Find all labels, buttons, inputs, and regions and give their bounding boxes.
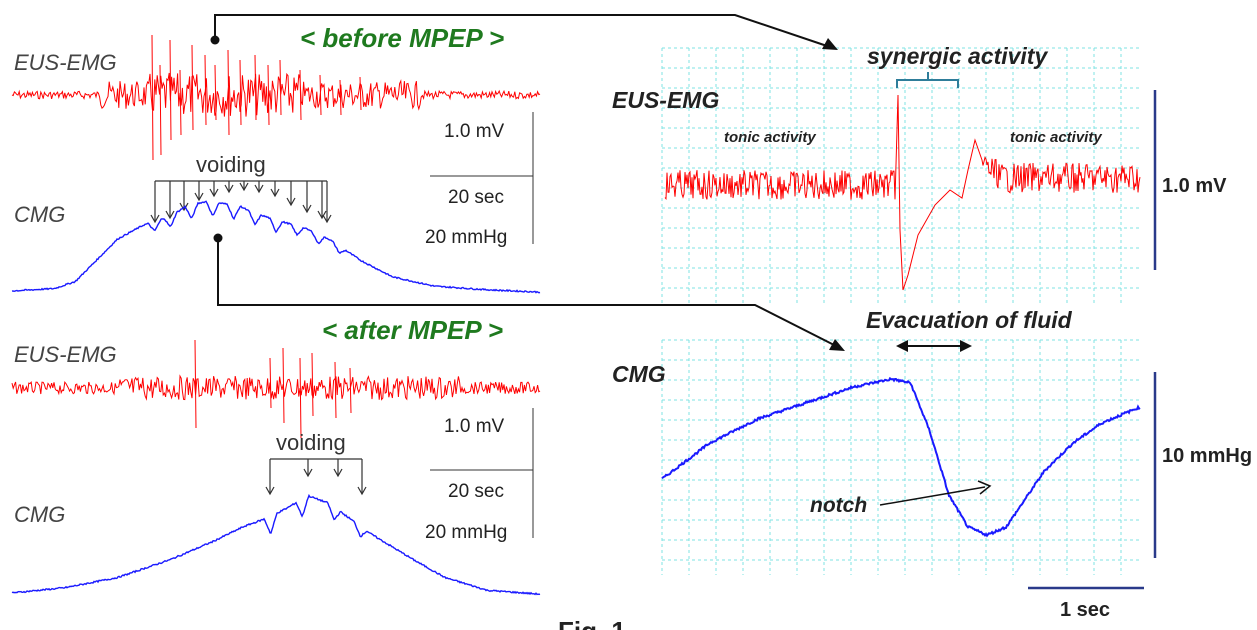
- before-voiding-label: voiding: [196, 152, 266, 177]
- before-emg-label: EUS-EMG: [14, 50, 117, 75]
- after-emg-trace: [11, 339, 541, 439]
- after-cmg-trace: [11, 493, 541, 596]
- before-voiding-arrows: [150, 180, 332, 224]
- evacuation-label: Evacuation of fluid: [866, 307, 1073, 333]
- before-scale-mmhg: 20 mmHg: [425, 227, 507, 248]
- figure-caption: Fig. 1: [558, 616, 626, 630]
- tonic-activity-right-label: tonic activity: [1010, 129, 1102, 146]
- zoom-cmg-trace: [661, 376, 1141, 538]
- notch-label: notch: [810, 494, 867, 517]
- zoom-emg-trace: [664, 94, 1141, 291]
- tonic-activity-left-label: tonic activity: [724, 129, 816, 146]
- synergic-bracket: [896, 72, 959, 88]
- after-title: < after MPEP >: [322, 315, 503, 345]
- before-cmg-trace: [11, 200, 541, 294]
- after-scale-mmhg: 20 mmHg: [425, 522, 507, 543]
- after-emg-label: EUS-EMG: [14, 342, 117, 367]
- after-voiding-label: voiding: [276, 430, 346, 455]
- synergic-activity-label: synergic activity: [867, 43, 1048, 69]
- connector-cmg-arrow: [213, 233, 845, 351]
- after-cmg-label: CMG: [14, 502, 65, 527]
- zoom-cmg-label: CMG: [612, 361, 666, 387]
- after-scale-sec: 20 sec: [448, 481, 504, 502]
- after-scale-mv: 1.0 mV: [444, 416, 505, 437]
- notch-arrow: [879, 480, 992, 506]
- cmg-zoom-grid: [661, 339, 1140, 575]
- zoom-emg-label: EUS-EMG: [612, 87, 719, 113]
- evacuation-double-arrow: [896, 340, 972, 352]
- before-cmg-label: CMG: [14, 202, 65, 227]
- zoom-scale-sec: 1 sec: [1060, 599, 1110, 621]
- after-voiding-arrows: [265, 458, 367, 496]
- before-title: < before MPEP >: [300, 23, 504, 53]
- before-scale-mv: 1.0 mV: [444, 121, 505, 142]
- before-scale-sec: 20 sec: [448, 187, 504, 208]
- connector-emg-arrow: [210, 14, 838, 50]
- before-emg-trace: [11, 34, 541, 161]
- zoom-scale-mv: 1.0 mV: [1162, 175, 1227, 197]
- zoom-scale-mmhg: 10 mmHg: [1162, 445, 1252, 467]
